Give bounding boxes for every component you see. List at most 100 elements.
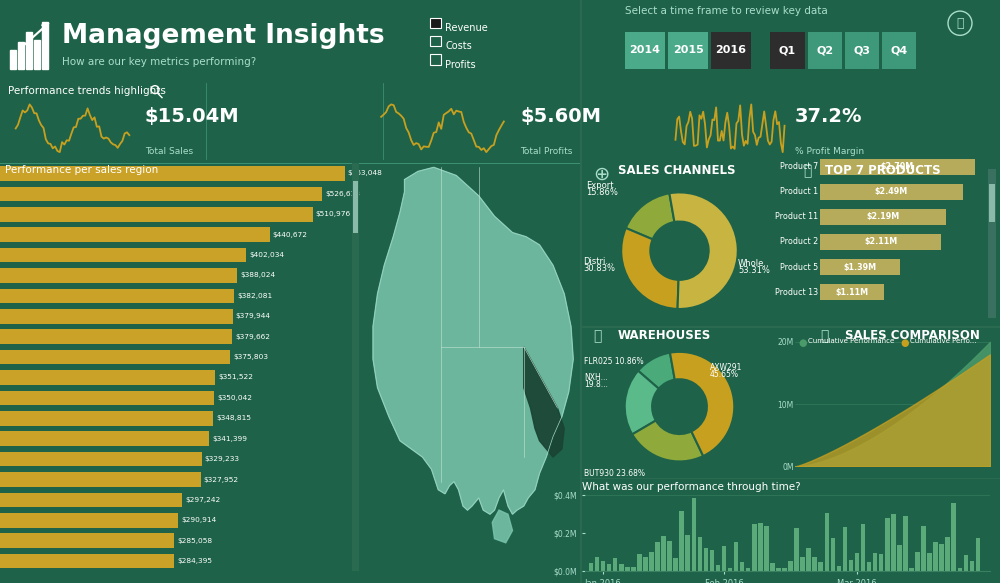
Text: Management Insights: Management Insights xyxy=(62,23,385,49)
Text: $526,613: $526,613 xyxy=(325,191,360,197)
Text: $510,976: $510,976 xyxy=(316,211,351,217)
Bar xyxy=(885,518,890,571)
FancyBboxPatch shape xyxy=(430,36,441,47)
Bar xyxy=(927,553,932,571)
Text: $1.39M: $1.39M xyxy=(843,262,876,272)
Bar xyxy=(752,524,757,571)
Text: $2.11M: $2.11M xyxy=(864,237,897,247)
Text: How are our key metrics performing?: How are our key metrics performing? xyxy=(62,57,256,66)
Bar xyxy=(710,550,714,571)
Text: BUT930 23.68%: BUT930 23.68% xyxy=(584,469,645,478)
Polygon shape xyxy=(524,347,564,457)
Text: $382,081: $382,081 xyxy=(237,293,272,299)
Bar xyxy=(649,552,654,571)
Text: Product 1: Product 1 xyxy=(780,187,818,196)
Bar xyxy=(685,535,690,571)
Text: $2.70M: $2.70M xyxy=(881,162,914,171)
Bar xyxy=(909,567,914,571)
Bar xyxy=(655,542,660,571)
Bar xyxy=(873,553,877,571)
Text: Cumulative Performance: Cumulative Performance xyxy=(808,338,894,344)
Text: Q1: Q1 xyxy=(779,45,796,55)
Bar xyxy=(958,567,962,571)
FancyBboxPatch shape xyxy=(882,32,916,69)
FancyBboxPatch shape xyxy=(668,32,708,69)
Bar xyxy=(0,452,202,466)
FancyBboxPatch shape xyxy=(42,22,48,69)
Text: ⊕: ⊕ xyxy=(593,165,609,184)
Text: $290,914: $290,914 xyxy=(181,517,216,524)
Wedge shape xyxy=(638,353,675,389)
Text: Costs: Costs xyxy=(445,41,472,51)
FancyBboxPatch shape xyxy=(26,32,32,69)
Wedge shape xyxy=(670,352,734,456)
Bar xyxy=(976,538,980,571)
Bar xyxy=(0,391,214,405)
Bar xyxy=(758,522,763,571)
Bar xyxy=(879,554,883,571)
Text: % Profit Margin: % Profit Margin xyxy=(795,147,864,156)
Text: $329,233: $329,233 xyxy=(205,456,240,462)
Bar xyxy=(637,554,642,571)
Text: $402,034: $402,034 xyxy=(249,252,284,258)
Bar xyxy=(776,567,781,571)
Text: 2014: 2014 xyxy=(630,45,660,55)
Bar xyxy=(0,289,234,303)
Bar xyxy=(0,187,322,201)
Bar xyxy=(619,564,624,571)
Text: 53.31%: 53.31% xyxy=(738,266,770,275)
Bar xyxy=(891,514,896,571)
FancyBboxPatch shape xyxy=(18,43,24,69)
Text: ⏱: ⏱ xyxy=(956,17,964,30)
Text: SALES CHANNELS: SALES CHANNELS xyxy=(618,164,736,177)
Bar xyxy=(0,513,178,528)
Text: Q3: Q3 xyxy=(854,45,870,55)
Bar xyxy=(831,538,835,571)
Text: Cumulative Perfo...: Cumulative Perfo... xyxy=(910,338,976,344)
Text: 🚚: 🚚 xyxy=(593,329,601,343)
Text: $15.04M: $15.04M xyxy=(145,107,240,126)
Bar xyxy=(728,567,732,571)
Text: Performance trends highlights: Performance trends highlights xyxy=(8,86,166,96)
Bar xyxy=(734,542,738,571)
Bar xyxy=(0,248,246,262)
Bar xyxy=(951,503,956,571)
Bar xyxy=(897,545,902,571)
Text: $341,399: $341,399 xyxy=(212,436,247,442)
FancyBboxPatch shape xyxy=(10,51,16,69)
Text: $2.49M: $2.49M xyxy=(875,187,908,196)
Text: $1.11M: $1.11M xyxy=(835,287,868,297)
Bar xyxy=(625,567,630,571)
FancyBboxPatch shape xyxy=(808,32,842,69)
Bar xyxy=(964,555,968,571)
Bar xyxy=(679,511,684,571)
Text: $284,395: $284,395 xyxy=(177,558,212,564)
Text: 30.83%: 30.83% xyxy=(583,264,615,272)
Bar xyxy=(825,513,829,571)
Bar xyxy=(849,560,853,571)
Bar xyxy=(939,545,944,571)
Text: $379,944: $379,944 xyxy=(236,313,271,319)
Bar xyxy=(921,526,926,571)
Bar xyxy=(867,562,871,571)
Wedge shape xyxy=(626,194,674,240)
Bar xyxy=(945,536,950,571)
Polygon shape xyxy=(373,167,573,514)
Bar xyxy=(0,431,209,446)
FancyBboxPatch shape xyxy=(430,54,441,65)
Bar xyxy=(673,558,678,571)
Text: $388,024: $388,024 xyxy=(241,272,276,279)
Text: WAREHOUSES: WAREHOUSES xyxy=(618,329,711,342)
Bar xyxy=(704,548,708,571)
Text: AXW291: AXW291 xyxy=(710,363,742,371)
Text: Product 2: Product 2 xyxy=(780,237,818,247)
Bar xyxy=(837,566,841,571)
Text: 45.65%: 45.65% xyxy=(710,370,739,378)
Bar xyxy=(631,567,636,571)
Text: Profits: Profits xyxy=(445,59,476,69)
Text: Q2: Q2 xyxy=(816,45,834,55)
Text: Revenue: Revenue xyxy=(445,23,488,33)
Bar xyxy=(800,557,805,571)
Text: Total Sales: Total Sales xyxy=(145,147,193,156)
Text: $5.60M: $5.60M xyxy=(520,107,601,126)
